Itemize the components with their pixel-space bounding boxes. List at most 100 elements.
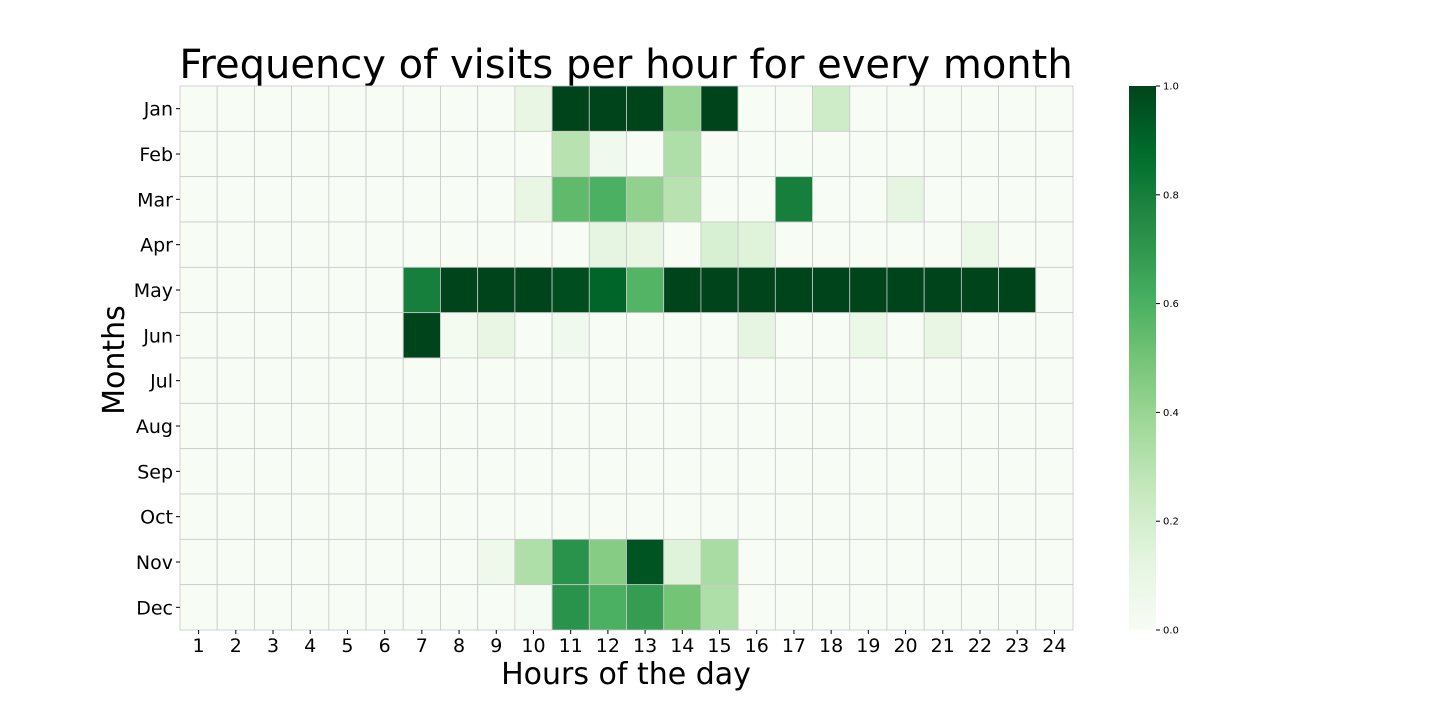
x-tick-label: 7 <box>416 635 428 657</box>
heatmap-cell-apr-12 <box>588 221 627 268</box>
y-tick-label: Oct <box>140 507 173 529</box>
heatmap-cell-jun-22 <box>960 312 999 359</box>
heatmap-cell-dec-8 <box>440 584 479 631</box>
heatmap-cell-sep-7 <box>402 448 441 495</box>
heatmap-cell-aug-14 <box>663 402 702 450</box>
heatmap-cell-sep-23 <box>998 448 1037 495</box>
heatmap-cell-apr-15 <box>700 221 739 268</box>
heatmap-cell-dec-19 <box>849 584 888 631</box>
heatmap-cell-may-24 <box>1035 266 1074 314</box>
heatmap-cell-mar-17 <box>774 176 813 223</box>
heatmap-cell-jun-8 <box>440 312 479 359</box>
heatmap-cell-may-20 <box>886 266 925 314</box>
heatmap-cell-jul-8 <box>440 357 479 404</box>
y-axis-label: Months <box>97 305 132 415</box>
heatmap-cell-mar-13 <box>626 176 665 223</box>
heatmap-cell-jul-18 <box>812 357 851 404</box>
heatmap-cell-aug-20 <box>886 402 925 450</box>
heatmap-cell-mar-7 <box>402 176 441 223</box>
heatmap-cell-apr-22 <box>960 221 999 268</box>
heatmap-cell-sep-8 <box>440 448 479 495</box>
heatmap-cell-sep-10 <box>514 448 553 495</box>
heatmap-cell-dec-23 <box>998 584 1037 631</box>
heatmap-cell-feb-21 <box>923 130 962 178</box>
heatmap-cell-aug-16 <box>737 402 776 450</box>
heatmap-cell-oct-12 <box>588 493 627 540</box>
heatmap-cell-may-3 <box>254 266 293 314</box>
heatmap-cell-apr-23 <box>998 221 1037 268</box>
heatmap-cell-jun-17 <box>774 312 813 359</box>
heatmap-cell-nov-10 <box>514 538 553 586</box>
heatmap-cell-mar-24 <box>1035 176 1074 223</box>
heatmap-cell-sep-13 <box>626 448 665 495</box>
heatmap-cell-nov-5 <box>328 538 367 586</box>
heatmap-cell-jun-4 <box>291 312 330 359</box>
heatmap-cell-aug-18 <box>812 402 851 450</box>
heatmap-cell-feb-14 <box>663 130 702 178</box>
colorbar-gradient <box>1129 86 1156 630</box>
heatmap-cell-jan-10 <box>514 85 553 132</box>
heatmap-cell-aug-11 <box>551 402 590 450</box>
heatmap-cell-jun-13 <box>626 312 665 359</box>
x-tick-label: 3 <box>267 635 279 657</box>
heatmap-cell-feb-7 <box>402 130 441 178</box>
heatmap-cell-nov-24 <box>1035 538 1074 586</box>
heatmap-cell-jun-6 <box>365 312 404 359</box>
heatmap-cell-sep-11 <box>551 448 590 495</box>
heatmap-cell-aug-10 <box>514 402 553 450</box>
heatmap-cell-feb-22 <box>960 130 999 178</box>
x-axis: 1 2 3 4 5 6 7 8 9 10 11 12 13 14 15 16 17 18 19 20 21 22 23 24 <box>193 630 1066 657</box>
heatmap-cell-jul-12 <box>588 357 627 404</box>
heatmap-cell-oct-4 <box>291 493 330 540</box>
heatmap-cell-dec-16 <box>737 584 776 631</box>
x-tick-label: 12 <box>596 635 620 657</box>
heatmap-cell-jun-7 <box>402 312 441 359</box>
heatmap-cell-may-22 <box>960 266 999 314</box>
heatmap-cell-nov-16 <box>737 538 776 586</box>
heatmap-cell-jun-14 <box>663 312 702 359</box>
heatmap-cell-sep-3 <box>254 448 293 495</box>
heatmap-cell-nov-14 <box>663 538 702 586</box>
heatmap-cell-sep-1 <box>179 448 218 495</box>
heatmap-cell-jun-2 <box>216 312 255 359</box>
heatmap-cell-dec-11 <box>551 584 590 631</box>
x-tick-label: 19 <box>856 635 880 657</box>
heatmap-cell-jun-18 <box>812 312 851 359</box>
heatmap-cell-jun-5 <box>328 312 367 359</box>
heatmap-cell-nov-2 <box>216 538 255 586</box>
x-tick-label: 15 <box>707 635 731 657</box>
x-tick-label: 18 <box>819 635 843 657</box>
heatmap-cell-aug-4 <box>291 402 330 450</box>
x-tick-label: 9 <box>490 635 502 657</box>
heatmap-cell-oct-6 <box>365 493 404 540</box>
heatmap-cell-jul-19 <box>849 357 888 404</box>
heatmap-cell-mar-20 <box>886 176 925 223</box>
heatmap-cell-oct-9 <box>477 493 516 540</box>
heatmap-cell-apr-14 <box>663 221 702 268</box>
heatmap-cell-nov-19 <box>849 538 888 586</box>
heatmap-cell-jun-9 <box>477 312 516 359</box>
heatmap-cell-dec-7 <box>402 584 441 631</box>
heatmap-cell-may-15 <box>700 266 739 314</box>
heatmap-cell-dec-5 <box>328 584 367 631</box>
heatmap-cell-sep-18 <box>812 448 851 495</box>
heatmap-cell-jan-22 <box>960 85 999 132</box>
heatmap-cell-oct-23 <box>998 493 1037 540</box>
heatmap-cells <box>179 85 1074 631</box>
heatmap-cell-aug-5 <box>328 402 367 450</box>
heatmap-cell-aug-22 <box>960 402 999 450</box>
heatmap-cell-dec-20 <box>886 584 925 631</box>
y-tick-label: Jun <box>142 325 173 347</box>
colorbar-tick-label: 1.0 <box>1163 82 1179 93</box>
heatmap-cell-jul-21 <box>923 357 962 404</box>
heatmap-cell-jan-18 <box>812 85 851 132</box>
heatmap-cell-may-4 <box>291 266 330 314</box>
heatmap-cell-oct-19 <box>849 493 888 540</box>
heatmap-cell-may-16 <box>737 266 776 314</box>
heatmap-cell-nov-18 <box>812 538 851 586</box>
y-axis: Jan Feb Mar Apr May Jun Jul Aug Sep Oct Nov Dec <box>134 99 180 619</box>
heatmap-cell-oct-11 <box>551 493 590 540</box>
heatmap-cell-mar-1 <box>179 176 218 223</box>
heatmap-cell-jan-19 <box>849 85 888 132</box>
x-tick-label: 23 <box>1005 635 1029 657</box>
